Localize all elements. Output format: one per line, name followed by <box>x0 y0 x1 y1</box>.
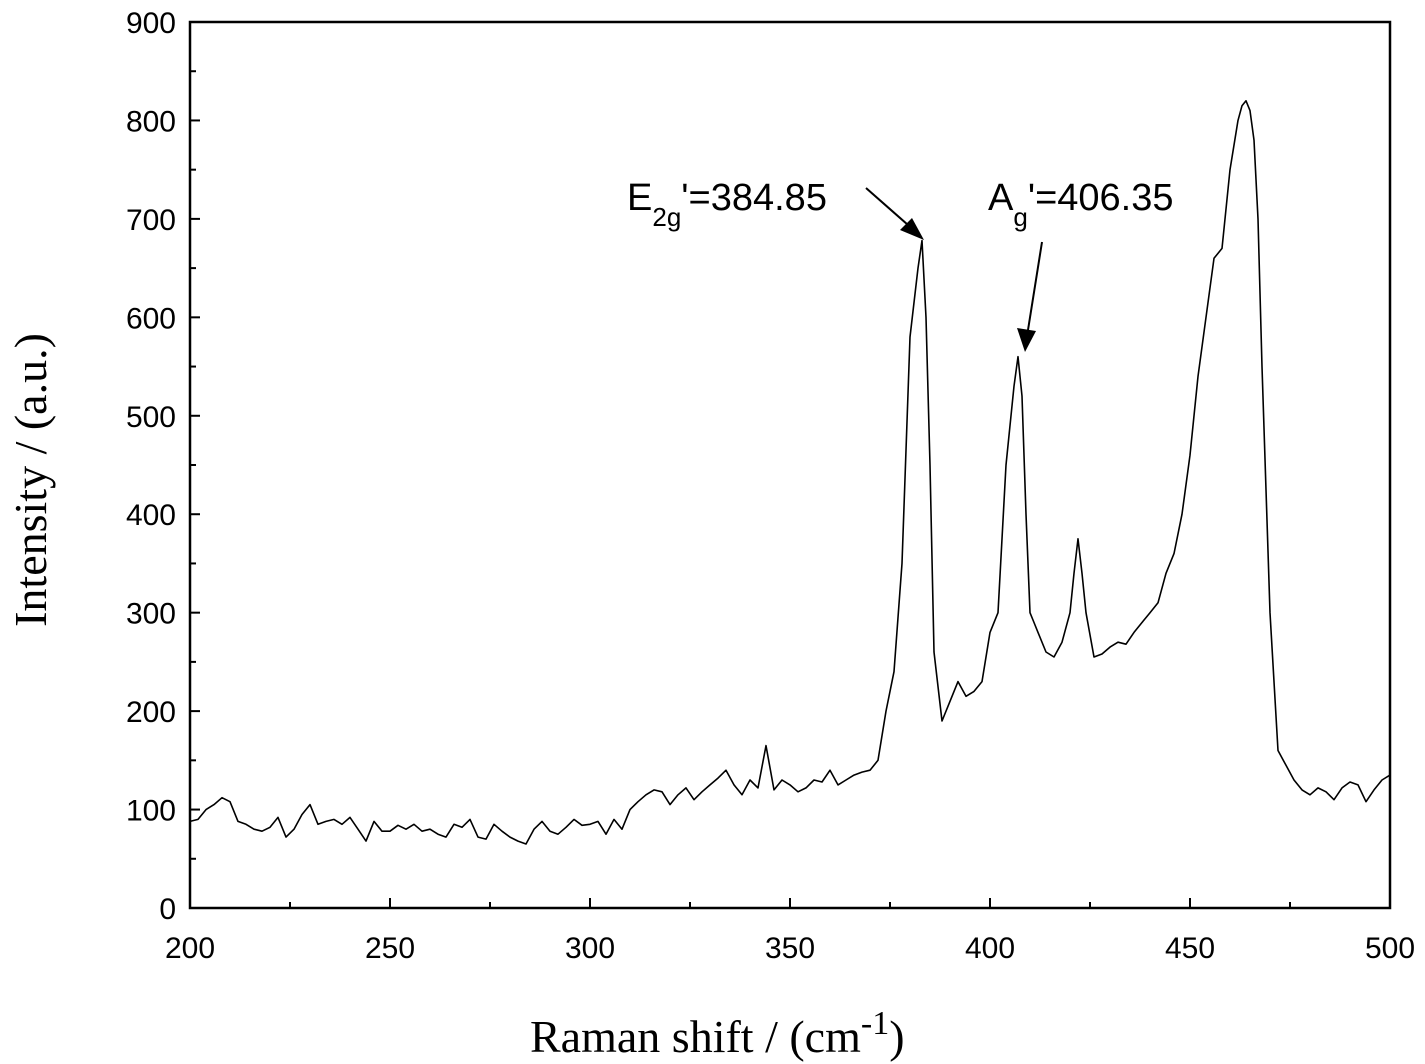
x-axis-title-text: Raman shift / (cm <box>530 1011 861 1062</box>
y-tick-label: 200 <box>126 696 176 729</box>
x-axis-title: Raman shift / (cm-1) <box>530 1005 905 1062</box>
annotation-ag-arrowhead <box>1017 328 1036 352</box>
x-axis-title-sup: -1 <box>861 1005 889 1042</box>
annotation-ag: Ag'=406.35 <box>988 177 1174 232</box>
annotation-e2g-sub: 2g <box>652 202 681 232</box>
y-tick-label: 100 <box>126 795 176 828</box>
y-tick-label: 0 <box>159 893 176 926</box>
x-tick-label: 350 <box>765 932 815 965</box>
x-tick-label: 500 <box>1365 932 1415 965</box>
annotation-ag-sub: g <box>1013 202 1027 232</box>
x-tick-label: 400 <box>965 932 1015 965</box>
plot-frame <box>190 22 1390 908</box>
annotation-ag-main: A <box>988 177 1014 219</box>
y-tick-label: 300 <box>126 598 176 631</box>
annotation-ag-value: '=406.35 <box>1028 177 1174 219</box>
x-tick-label: 250 <box>365 932 415 965</box>
y-tick-label: 900 <box>126 7 176 40</box>
annotation-e2g-value: '=384.85 <box>681 177 827 219</box>
y-tick-label: 600 <box>126 302 176 335</box>
x-axis-title-close: ) <box>889 1011 904 1062</box>
y-tick-label: 700 <box>126 204 176 237</box>
y-tick-label: 400 <box>126 499 176 532</box>
annotation-e2g-main: E <box>627 177 652 219</box>
annotation-ag-arrow <box>1028 242 1042 330</box>
x-tick-label: 450 <box>1165 932 1215 965</box>
y-tick-label: 500 <box>126 401 176 434</box>
y-tick-label: 800 <box>126 105 176 138</box>
annotation-e2g: E2g'=384.85 <box>627 177 827 232</box>
y-axis-title: Intensity / (a.u.) <box>5 333 56 627</box>
x-tick-label: 300 <box>565 932 615 965</box>
x-tick-label: 200 <box>165 932 215 965</box>
